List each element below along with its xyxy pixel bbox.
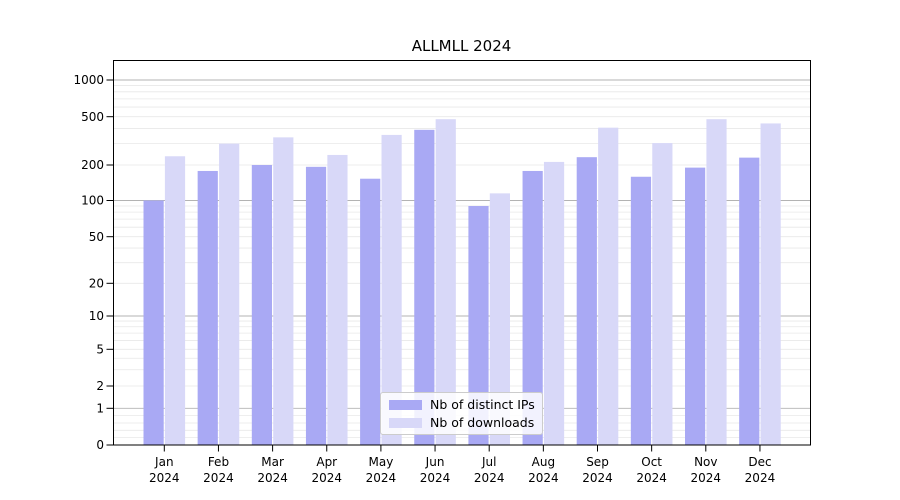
y-tick-label: 10 (89, 309, 104, 323)
y-tick-label: 100 (81, 194, 104, 208)
x-tick-label-month: Dec (748, 455, 771, 469)
legend-label-downloads: Nb of downloads (430, 415, 535, 430)
x-tick-label-year: 2024 (257, 471, 288, 485)
y-tick-label: 1000 (73, 73, 104, 87)
x-tick-label-month: Jan (154, 455, 174, 469)
x-tick-label-month: Mar (261, 455, 284, 469)
x-tick-label-year: 2024 (311, 471, 342, 485)
x-tick-label-month: Jun (425, 455, 445, 469)
y-tick-label: 1 (96, 402, 104, 416)
legend-item-downloads: Nb of downloads (389, 415, 542, 430)
bar-downloads-oct (652, 143, 673, 445)
bar-downloads-mar (273, 137, 294, 445)
bar-downloads-jul (489, 193, 510, 445)
x-tick-label-month: Nov (694, 455, 717, 469)
bar-downloads-sep (598, 127, 619, 445)
bar-downloads-feb (219, 143, 240, 446)
bar-distinct-ips-sep (576, 157, 597, 446)
x-tick-label-year: 2024 (203, 471, 234, 485)
legend-label-distinct-ips: Nb of distinct IPs (430, 397, 535, 412)
bar-distinct-ips-may (360, 178, 381, 446)
bar-downloads-dec (760, 123, 781, 446)
bar-downloads-jun (435, 119, 456, 446)
x-tick-label-year: 2024 (474, 471, 505, 485)
bar-distinct-ips-jan (143, 200, 164, 445)
x-tick-label-month: Aug (532, 455, 555, 469)
bar-distinct-ips-nov (685, 167, 706, 445)
bar-distinct-ips-apr (305, 166, 327, 445)
y-tick-label: 500 (81, 110, 104, 124)
bar-downloads-apr (327, 154, 348, 446)
y-tick-label: 5 (96, 343, 104, 357)
bar-downloads-aug (543, 161, 565, 445)
x-tick-label-year: 2024 (420, 471, 451, 485)
legend-item-distinct-ips: Nb of distinct IPs (389, 397, 542, 412)
bar-distinct-ips-mar (251, 165, 272, 445)
x-tick-label-year: 2024 (366, 471, 397, 485)
legend: Nb of distinct IPs Nb of downloads (380, 392, 543, 435)
x-tick-label-year: 2024 (582, 471, 613, 485)
x-tick-label-month: Oct (641, 455, 662, 469)
x-tick-label-year: 2024 (149, 471, 180, 485)
plot-border (113, 60, 811, 446)
legend-swatch-downloads (389, 417, 422, 428)
bar-distinct-ips-jun (414, 129, 435, 445)
x-tick-label-year: 2024 (636, 471, 667, 485)
bar-distinct-ips-aug (522, 170, 543, 445)
x-tick-label-month: Sep (586, 455, 609, 469)
y-tick-label: 2 (96, 379, 104, 393)
y-tick-label: 20 (89, 277, 104, 291)
legend-swatch-distinct-ips (389, 399, 422, 410)
x-tick-label-year: 2024 (745, 471, 776, 485)
bar-distinct-ips-dec (739, 157, 760, 445)
x-tick-label-year: 2024 (528, 471, 559, 485)
x-tick-label-month: Jul (481, 455, 496, 469)
x-tick-label-month: Apr (316, 455, 337, 469)
bar-downloads-jan (164, 156, 186, 445)
bar-distinct-ips-feb (197, 170, 218, 445)
bar-distinct-ips-jul (468, 206, 489, 445)
y-tick-label: 0 (96, 438, 104, 452)
x-tick-label-year: 2024 (691, 471, 722, 485)
x-tick-label-month: May (368, 455, 393, 469)
bar-downloads-nov (706, 119, 727, 446)
x-tick-label-month: Feb (208, 455, 229, 469)
bar-downloads-may (381, 134, 402, 445)
bar-distinct-ips-oct (630, 176, 652, 445)
chart-title: ALLMLL 2024 (411, 37, 512, 55)
y-tick-label: 50 (89, 230, 104, 244)
y-tick-label: 200 (81, 158, 104, 172)
